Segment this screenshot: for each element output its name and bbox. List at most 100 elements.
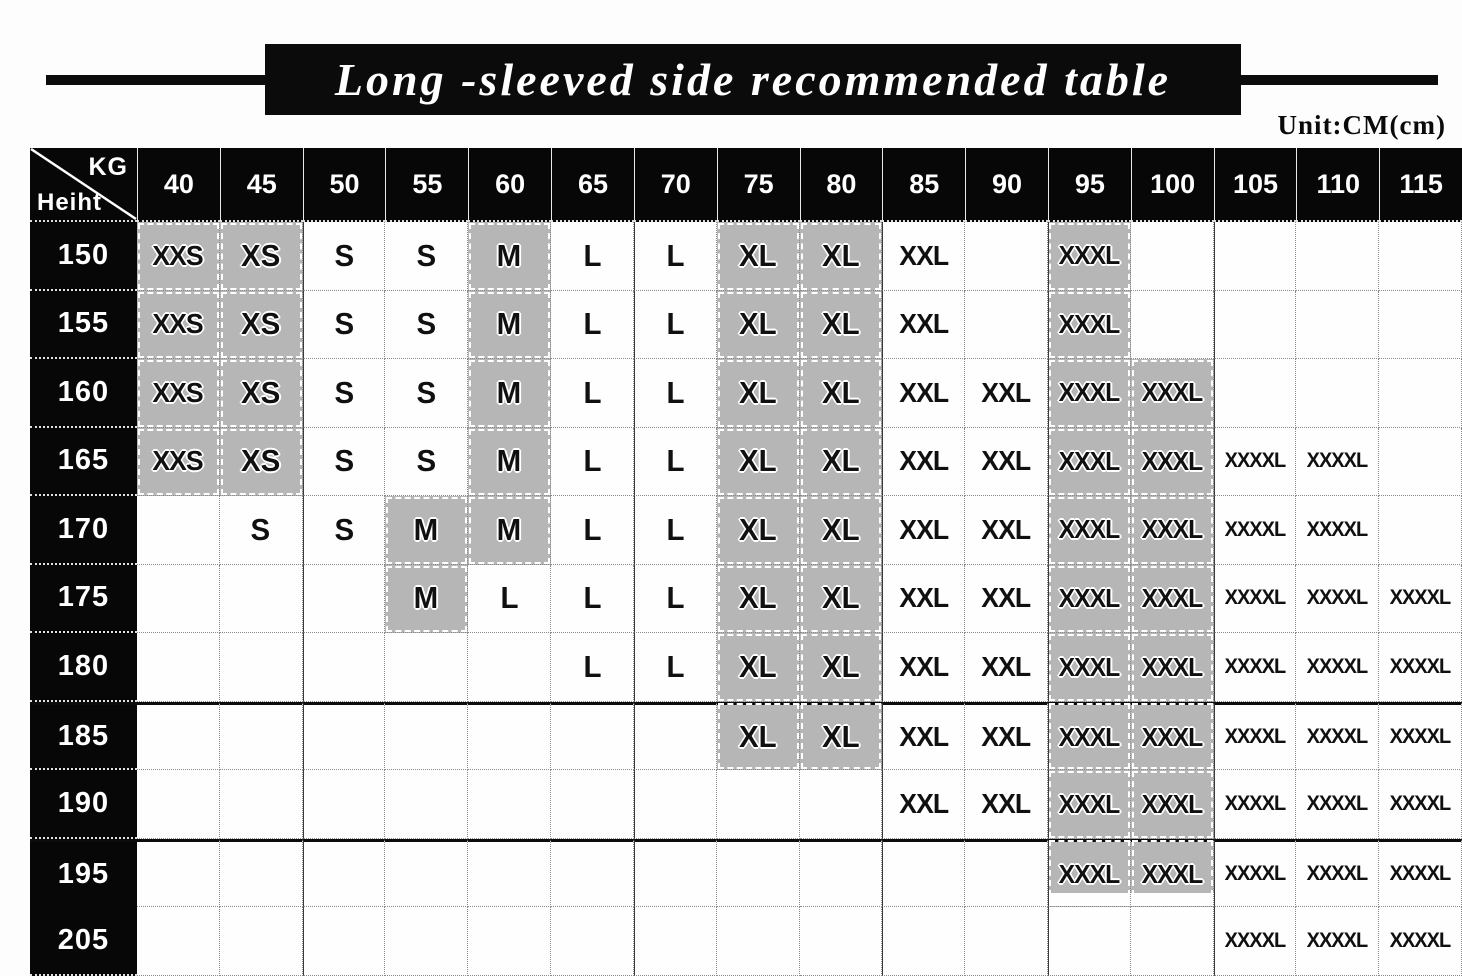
height-header-185: 185 [30, 701, 137, 771]
cell-180-115: XXXXL [1379, 633, 1462, 702]
cell-185-90: XXL [965, 701, 1048, 771]
size-label: XXXL [1058, 308, 1121, 339]
cell-180-60 [468, 633, 552, 702]
size-label: XL [821, 443, 860, 479]
cell-180-75: XL [716, 633, 800, 702]
cell-150-110 [1296, 222, 1380, 291]
cell-205-110: XXXXL [1296, 907, 1380, 976]
height-header-180: 180 [30, 633, 137, 702]
size-label: XXXXL [1389, 792, 1452, 816]
cell-180-95: XXXL [1047, 633, 1131, 702]
size-label: XS [241, 443, 281, 479]
cell-150-55: S [385, 222, 469, 291]
cell-170-45: S [219, 496, 303, 565]
cell-205-115: XXXXL [1379, 907, 1462, 976]
cell-185-70 [633, 701, 717, 771]
size-label: XL [738, 580, 777, 616]
cell-150-45: XS [219, 222, 303, 291]
cell-165-95: XXXL [1047, 427, 1131, 497]
cell-205-105: XXXXL [1213, 907, 1297, 976]
cell-175-50 [302, 564, 386, 634]
cell-190-60 [468, 770, 552, 839]
cell-155-55: S [385, 290, 469, 360]
cell-160-80: XL [799, 359, 883, 428]
size-label: XL [738, 443, 777, 479]
size-label: L [666, 237, 685, 273]
cell-150-70: L [633, 222, 717, 291]
cell-155-110 [1296, 290, 1380, 360]
size-label: L [582, 649, 601, 685]
cell-185-60 [468, 701, 552, 771]
size-label: XL [738, 237, 777, 273]
size-label: XXS [152, 376, 204, 408]
size-label: XL [821, 719, 860, 755]
cell-185-65 [551, 701, 634, 771]
size-label: XL [738, 374, 777, 410]
size-label: XXL [899, 513, 949, 545]
height-header-150: 150 [30, 222, 137, 291]
size-label: M [496, 374, 522, 410]
size-label: XXXXL [1389, 862, 1452, 886]
cell-150-60: M [468, 222, 552, 291]
cell-185-55 [385, 701, 469, 771]
cell-180-45 [219, 633, 303, 702]
size-label: L [582, 237, 601, 273]
cell-195-115: XXXXL [1379, 838, 1462, 908]
cell-195-90 [965, 838, 1048, 908]
cell-185-115: XXXXL [1379, 701, 1462, 771]
cell-160-95: XXXL [1047, 359, 1131, 428]
size-label: XXXL [1058, 514, 1121, 545]
cell-160-115 [1379, 359, 1462, 428]
size-label: XXXL [1141, 377, 1203, 408]
cell-150-75: XL [716, 222, 800, 291]
size-label: XXL [899, 308, 949, 340]
cell-205-55 [385, 907, 469, 976]
cell-195-80 [799, 838, 883, 908]
size-label: S [334, 374, 354, 410]
size-label: XL [821, 511, 860, 547]
size-label: XXXL [1141, 445, 1203, 476]
size-label: XXXL [1141, 788, 1203, 819]
cell-195-55 [385, 838, 469, 908]
size-label: L [582, 306, 601, 342]
size-label: XXXL [1141, 651, 1203, 682]
size-label: L [666, 580, 685, 616]
cell-155-80: XL [799, 290, 883, 360]
cell-150-105 [1213, 222, 1297, 291]
weight-header-65: 65 [551, 148, 634, 222]
cell-185-85: XXL [882, 701, 966, 771]
cell-205-100 [1130, 907, 1214, 976]
cell-170-40 [137, 496, 220, 565]
cell-190-110: XXXXL [1296, 770, 1380, 839]
size-label: L [666, 306, 685, 342]
size-label: XXXXL [1224, 725, 1287, 749]
weight-header-40: 40 [137, 148, 220, 222]
cell-155-60: M [468, 290, 552, 360]
cell-160-85: XXL [882, 359, 966, 428]
top-banner-area: Long -sleeved side recommended table Uni… [0, 0, 1462, 148]
cell-185-75: XL [716, 701, 800, 771]
cell-195-65 [551, 838, 634, 908]
cell-185-95: XXXL [1047, 701, 1131, 771]
cell-190-85: XXL [882, 770, 966, 839]
cell-185-45 [219, 701, 303, 771]
cell-195-85 [882, 838, 966, 908]
cell-195-50 [302, 838, 386, 908]
cell-175-65: L [551, 564, 634, 634]
weight-header-50: 50 [302, 148, 386, 222]
cell-205-40 [137, 907, 220, 976]
cell-170-70: L [633, 496, 717, 565]
size-label: XXXXL [1389, 725, 1452, 749]
size-label: XL [821, 580, 860, 616]
cell-155-115 [1379, 290, 1462, 360]
cell-180-65: L [551, 633, 634, 702]
cell-175-75: XL [716, 564, 800, 634]
cell-165-60: M [468, 427, 552, 497]
size-label: XL [821, 306, 860, 342]
cell-175-100: XXXL [1130, 564, 1214, 634]
cell-165-90: XXL [965, 427, 1048, 497]
size-label: XXXL [1141, 858, 1203, 889]
corner-cell: KG Heiht [30, 148, 137, 222]
size-label: XXL [981, 721, 1032, 753]
size-label: XXL [981, 513, 1032, 545]
